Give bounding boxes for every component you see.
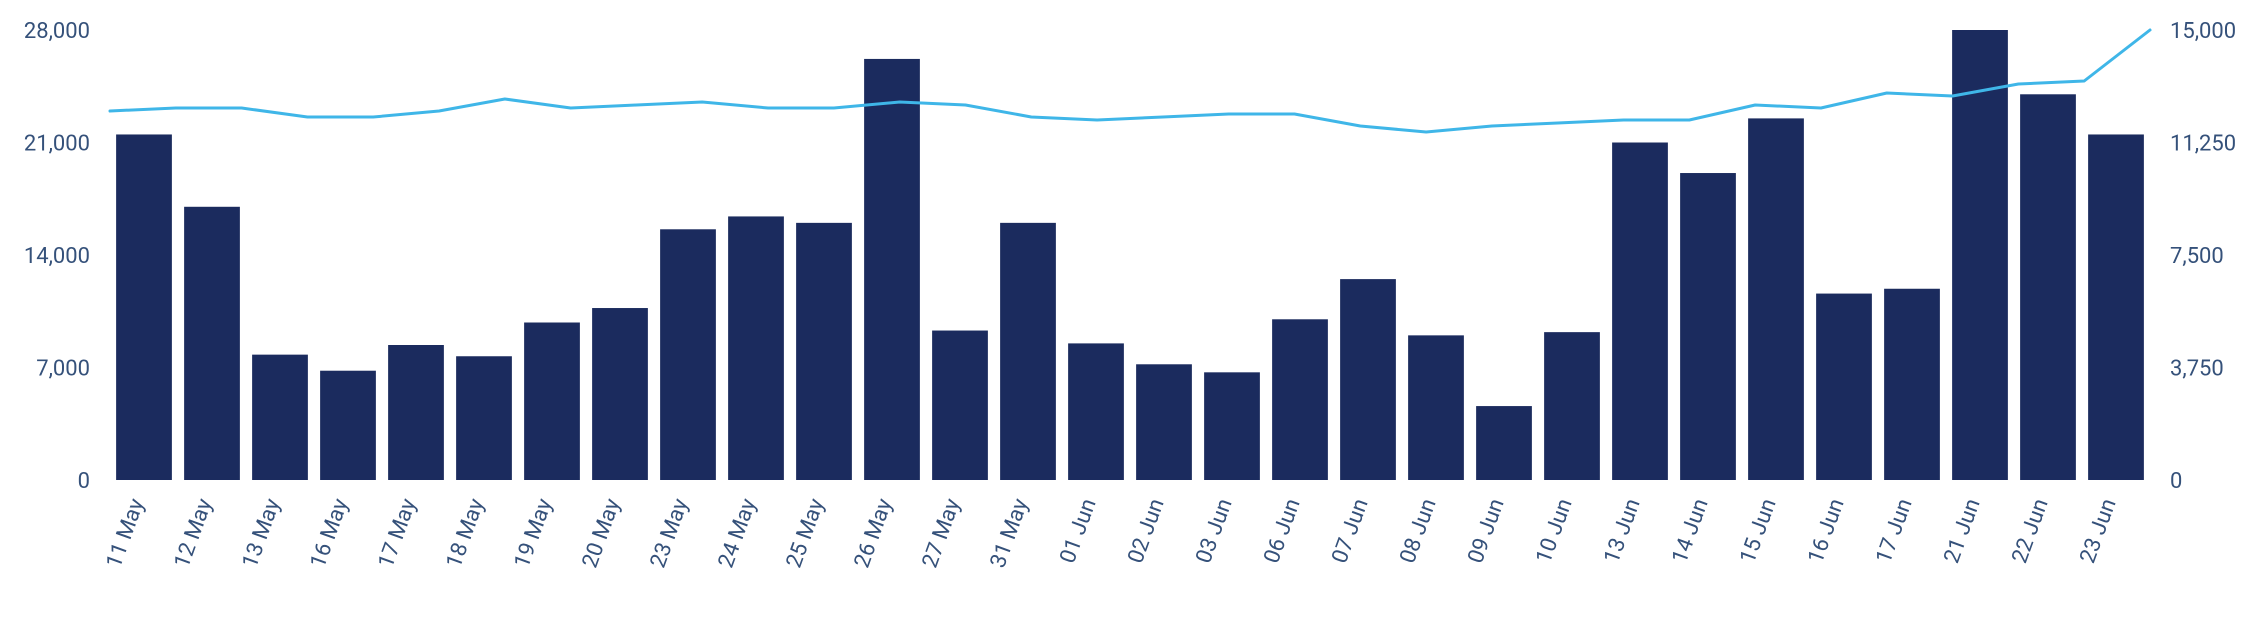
y-right-tick-label: 3,750 <box>2170 357 2224 382</box>
x-tick-label: 10 Jun <box>1531 496 1577 567</box>
x-tick-label: 23 Jun <box>2075 496 2121 567</box>
bar <box>796 223 852 480</box>
y-right-tick-label: 11,250 <box>2170 132 2236 157</box>
x-tick-label: 17 May <box>374 495 422 571</box>
bar <box>320 371 376 480</box>
bar <box>1204 372 1260 480</box>
x-tick-label: 24 May <box>714 495 762 571</box>
bar <box>932 331 988 480</box>
x-tick-label: 18 May <box>442 495 490 571</box>
x-tick-label: 13 Jun <box>1599 496 1645 567</box>
x-tick-label: 01 Jun <box>1055 496 1101 567</box>
bar <box>864 59 920 480</box>
bar <box>1476 406 1532 480</box>
x-tick-label: 14 Jun <box>1667 496 1713 567</box>
x-tick-label: 31 May <box>986 495 1034 571</box>
x-tick-label: 19 May <box>510 495 558 571</box>
bar <box>524 323 580 481</box>
x-tick-label: 23 May <box>646 495 694 571</box>
x-tick-label: 27 May <box>918 495 966 571</box>
bar <box>1068 343 1124 480</box>
bar <box>1000 223 1056 480</box>
x-tick-label: 25 May <box>782 495 830 571</box>
x-tick-label: 13 May <box>238 495 286 571</box>
bar <box>592 308 648 480</box>
bar <box>456 356 512 480</box>
x-tick-label: 17 Jun <box>1871 496 1917 567</box>
combo-chart: 0 7,000 14,000 21,000 28,000 0 3,750 7,500 11,25… <box>0 0 2258 640</box>
x-tick-label: 16 May <box>306 495 354 571</box>
bar <box>1952 30 2008 480</box>
y-left-tick-label: 7,000 <box>36 357 90 382</box>
chart-container: 0 7,000 14,000 21,000 28,000 0 3,750 7,500 11,25… <box>0 0 2258 640</box>
x-tick-label: 20 May <box>578 495 626 571</box>
y-right-tick-label: 7,500 <box>2170 244 2224 269</box>
bar <box>1340 279 1396 480</box>
bar <box>184 207 240 480</box>
line-series <box>110 30 2150 132</box>
bar <box>1544 332 1600 480</box>
x-tick-label: 02 Jun <box>1123 496 1169 567</box>
y-left-tick-label: 21,000 <box>24 132 90 157</box>
x-tick-label: 03 Jun <box>1191 496 1237 567</box>
bar <box>1884 289 1940 480</box>
x-tick-label: 07 Jun <box>1327 496 1373 567</box>
bar <box>1612 143 1668 481</box>
bar <box>1136 364 1192 480</box>
bar <box>1748 118 1804 480</box>
x-tick-label: 22 Jun <box>2007 496 2053 567</box>
bar <box>728 216 784 480</box>
y-right-tick-label: 15,000 <box>2170 19 2236 44</box>
bar <box>116 134 172 480</box>
bar <box>1272 319 1328 480</box>
bar <box>660 229 716 480</box>
x-tick-label: 26 May <box>850 495 898 571</box>
bar <box>1408 335 1464 480</box>
x-tick-label: 12 May <box>170 495 218 571</box>
y-left-tick-label: 14,000 <box>24 244 90 269</box>
x-tick-label: 08 Jun <box>1395 496 1441 567</box>
x-tick-label: 16 Jun <box>1803 496 1849 567</box>
x-tick-label: 09 Jun <box>1463 496 1509 567</box>
y-left-tick-label: 28,000 <box>24 19 90 44</box>
y-left-tick-label: 0 <box>78 469 90 494</box>
x-tick-label: 06 Jun <box>1259 496 1305 567</box>
x-tick-label: 11 May <box>102 495 150 571</box>
bar <box>1816 294 1872 480</box>
bar <box>2020 94 2076 480</box>
x-tick-label: 15 Jun <box>1735 496 1781 567</box>
bar <box>2088 134 2144 480</box>
y-right-tick-label: 0 <box>2170 469 2182 494</box>
x-tick-label: 21 Jun <box>1939 496 1985 567</box>
bar <box>252 355 308 480</box>
bar <box>388 345 444 480</box>
bar <box>1680 173 1736 480</box>
